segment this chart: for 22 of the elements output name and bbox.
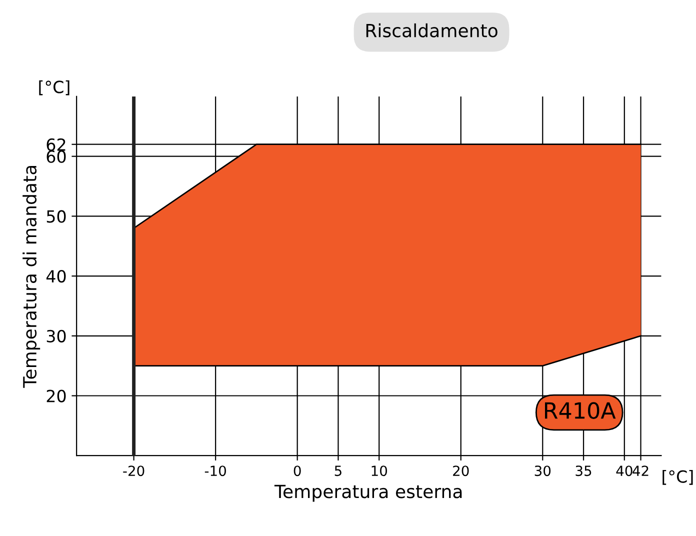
x-tick-label: 0 xyxy=(294,466,301,476)
y-tick-label: 30 xyxy=(46,330,66,342)
chart-title: Riscaldamento xyxy=(366,23,498,38)
x-axis-title: Temperatura esterna xyxy=(274,484,462,502)
y-tick-label: 62 xyxy=(46,138,66,151)
y-tick-label: 50 xyxy=(46,210,66,223)
x-tick-label: -10 xyxy=(204,466,226,476)
y-axis-title: Temperatura di mandata xyxy=(22,166,40,388)
y-tick-label: 40 xyxy=(46,270,66,283)
text: [°C] xyxy=(662,470,693,485)
x-tick-label: 42 xyxy=(632,466,648,476)
x-tick-label: 5 xyxy=(334,466,342,476)
x-tick-label: 40 xyxy=(616,466,632,476)
x-tick-label: 30 xyxy=(534,466,551,476)
x-tick-label: 20 xyxy=(453,466,469,476)
x-tick-label: 35 xyxy=(576,466,592,476)
annotation: R410A xyxy=(545,402,616,419)
x-tick-label: 10 xyxy=(372,466,388,476)
y-tick-label: 20 xyxy=(46,390,66,402)
text: [°C] xyxy=(39,80,70,96)
x-tick-label: -20 xyxy=(123,466,144,476)
y-tick-label: 60 xyxy=(46,150,66,163)
